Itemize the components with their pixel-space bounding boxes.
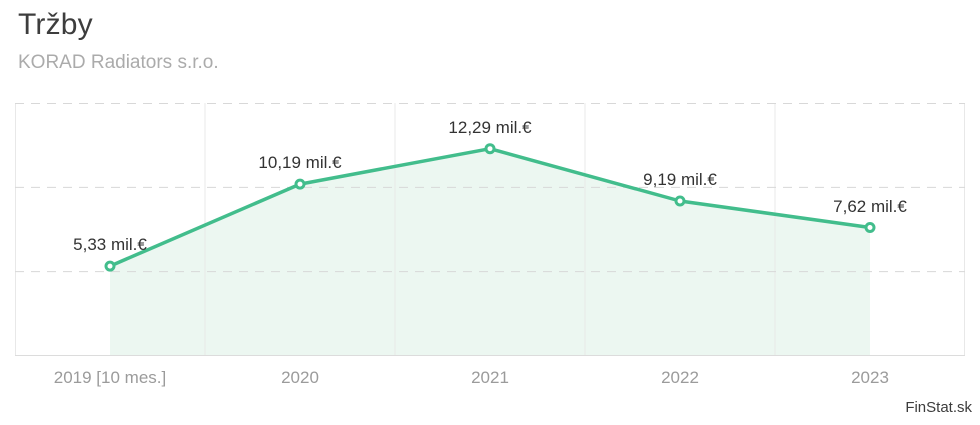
- data-point-marker: [294, 178, 306, 190]
- x-axis-label: 2020: [281, 368, 319, 387]
- data-point-marker: [484, 143, 496, 155]
- chart-title: Tržby: [18, 8, 93, 41]
- x-axis-label: 2022: [661, 368, 699, 387]
- chart-canvas: [15, 103, 965, 356]
- company-name: KORAD Radiators s.r.o.: [18, 52, 219, 73]
- x-axis-label: 2019 [10 mes.]: [53, 368, 167, 387]
- data-point-marker: [674, 195, 686, 207]
- data-point-label: 10,19 mil.€: [258, 153, 342, 173]
- data-point-label: 7,62 mil.€: [833, 196, 907, 216]
- data-point-label: 12,29 mil.€: [448, 117, 532, 137]
- data-point-label: 5,33 mil.€: [73, 235, 147, 255]
- data-point-marker: [104, 260, 116, 272]
- data-point-label: 9,19 mil.€: [643, 170, 717, 189]
- data-point-marker: [864, 222, 876, 233]
- line-chart-plot-area: 5,33 mil.€ 10,19 mil.€ 12,29 mil.€ 9,19 mil…: [15, 103, 965, 356]
- area-fill: [110, 148, 870, 356]
- finstat-attribution: FinStat.sk: [905, 399, 972, 416]
- x-axis-label: 2023: [851, 368, 889, 387]
- x-axis-label: 2021: [471, 368, 509, 387]
